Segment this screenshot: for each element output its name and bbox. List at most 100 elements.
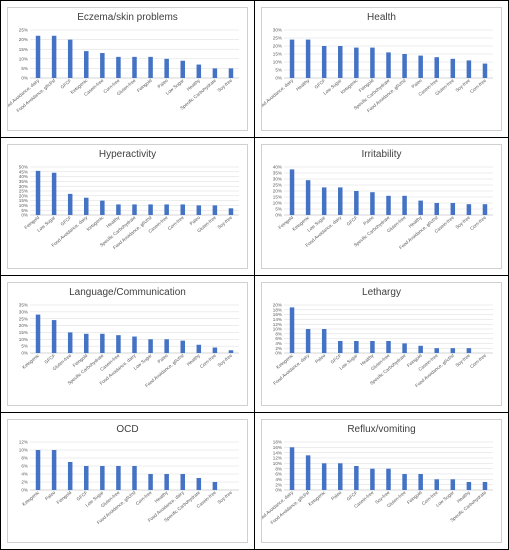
bar [434,203,439,215]
bar [418,55,423,78]
category-label: Paleo [411,78,424,90]
bar [180,340,185,353]
bar [354,466,359,490]
bar [84,333,89,353]
y-tick-label: 8% [275,331,282,336]
bar [164,339,169,353]
y-tick-label: 15% [19,47,28,52]
bar [386,52,391,78]
bar [418,345,423,353]
category-label: Feingold [136,78,153,93]
category-label: Low Sugar [165,78,185,96]
category-label: GFCF [76,490,89,502]
panel-ocd: OCD 0% 2% 4% 6% 8% 10% 12% Ketogenic Paleo Feingo… [0,412,255,550]
y-tick-label: 35% [19,303,28,308]
chart-title: Eczema/skin problems [77,12,178,23]
bar [434,348,439,353]
y-tick-label: 2% [21,480,28,485]
y-tick-label: 6% [21,464,28,469]
category-label: GFCF [314,78,327,90]
category-label: Paleo [157,78,170,90]
y-tick-label: 30% [273,28,282,33]
chart-title: Lethargy [362,287,401,298]
category-label: Food Avoidance, dairy [262,77,295,110]
chart-area: Health 0% 5% 10% 15% 20% 25% 30% Food Avoidance… [261,7,502,131]
bar [289,447,295,490]
y-tick-label: 8% [21,456,28,461]
bar [116,56,121,78]
y-tick-label: 45% [19,169,28,174]
bar [116,466,121,490]
bar [132,56,137,78]
y-tick-label: 0% [21,488,28,493]
bar [132,204,137,215]
y-tick-label: 15% [273,195,282,200]
chart-area: Eczema/skin problems 0% 5% 10% 15% 20% 25% Foo… [7,7,248,131]
bar [289,39,295,78]
y-tick-label: 25% [273,36,282,41]
y-tick-label: 0% [21,76,28,81]
bar [132,336,137,353]
bar [466,204,472,215]
y-tick-label: 25% [19,189,28,194]
bar-chart-health: 0% 5% 10% 15% 20% 25% 30% Food Avoidance, dairy… [262,28,493,113]
bar [450,58,456,78]
y-tick-label: 4% [275,477,282,482]
category-label: GFCF [346,215,359,227]
y-tick-label: 2% [275,346,282,351]
chart-area: Irritability 0% 5% 10% 15% 20% 25% 30% 35% 40% Fe… [261,144,502,269]
bar [148,474,153,490]
category-label: Low Sugar [133,353,153,371]
bar [466,482,472,490]
y-tick-label: 10% [19,56,28,61]
bar [212,482,218,490]
bar [180,474,185,490]
bar [67,193,73,215]
y-tick-label: 16% [273,312,282,317]
bar [164,474,169,490]
bar [418,474,423,490]
bar [370,47,375,78]
bar [196,205,202,215]
bar [402,54,407,78]
bar-chart-language: 0%5%10%15%20%25%30%35%Ketogenic GFCFGlute… [19,303,239,388]
y-tick-label: 14% [273,317,282,322]
bar-chart-ocd: 0%2%4%6%8%10%12%Ketogenic Paleo Feingold GF… [19,440,239,525]
y-tick-label: 15% [273,52,282,57]
chart-title: Language/Communication [69,287,186,298]
chart-title: OCD [116,424,139,435]
bar [67,39,73,78]
y-tick-label: 8% [275,466,282,471]
category-label: Ketogenic [307,489,326,506]
category-label: Paleo [362,215,375,227]
bar [321,329,327,353]
bar [450,348,456,353]
y-tick-label: 4% [21,472,28,477]
category-label: Soy-free [217,215,234,230]
category-label: Healthy [295,77,311,91]
bar [434,479,439,490]
chart-title: Health [367,12,396,23]
category-label: Soy-free [217,353,234,368]
bar [35,170,41,215]
y-tick-label: 6% [275,472,282,477]
bar [148,339,153,353]
y-tick-label: 0% [21,213,28,218]
bar [482,204,488,215]
bar [305,329,311,353]
y-tick-label: 5% [21,66,28,71]
y-tick-label: 20% [19,323,28,328]
chart-area: Reflux/vomiting 0% 2% 4% 6% 8% 10% 12% 14% 16% 18… [261,419,502,543]
y-tick-label: 16% [273,445,282,450]
y-tick-label: 20% [273,303,282,308]
y-tick-label: 25% [273,183,282,188]
bar [148,56,153,78]
category-label: Soy-free [217,490,234,505]
y-tick-label: 20% [273,189,282,194]
chart-title: Hyperactivity [98,149,157,160]
y-tick-label: 25% [19,316,28,321]
bar [466,60,472,78]
bar [196,344,202,353]
category-label: Paleo [157,353,170,365]
